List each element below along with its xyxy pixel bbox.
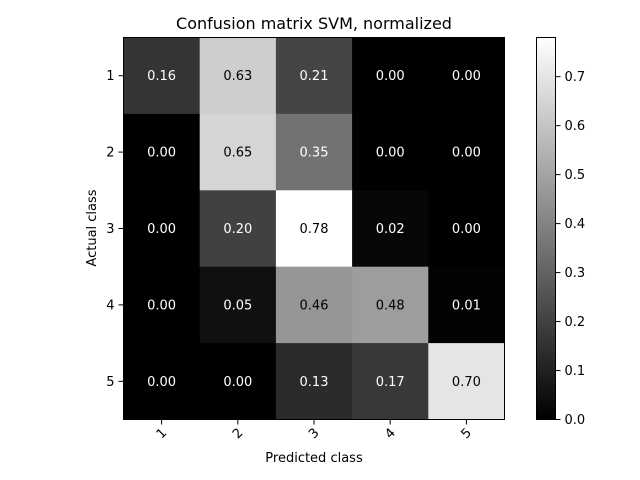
heatmap-cell [199, 190, 277, 268]
y-tick-label: 1 [106, 69, 114, 84]
cell-value-label: 0.00 [223, 375, 252, 390]
heatmap-cell [123, 190, 201, 268]
colorbar [536, 37, 556, 420]
cell-value-label: 0.70 [452, 375, 481, 390]
heatmap-cell [123, 37, 201, 115]
cell-value-label: 0.21 [300, 69, 329, 84]
heatmap-cell [275, 266, 353, 344]
cell-value-label: 0.00 [452, 146, 481, 161]
cell-value-label: 0.00 [376, 146, 405, 161]
colorbar-tick-label: 0.4 [565, 217, 586, 232]
cell-value-label: 0.35 [300, 146, 329, 161]
cell-value-label: 0.13 [300, 375, 329, 390]
heatmap-cell [275, 343, 353, 420]
cell-value-label: 0.02 [376, 222, 405, 237]
x-tick-label: 3 [306, 426, 322, 442]
colorbar-tick-label: 0.1 [565, 364, 586, 379]
cell-value-label: 0.65 [223, 146, 252, 161]
x-axis-label: Predicted class [265, 451, 363, 466]
x-tick-label: 2 [230, 426, 246, 442]
colorbar-tick-label: 0.2 [565, 315, 586, 330]
y-tick-label: 3 [106, 222, 114, 237]
cell-value-label: 0.00 [376, 69, 405, 84]
y-tick-label: 5 [106, 375, 114, 390]
x-axis-ticks: 1 2 3 4 5 [154, 419, 475, 442]
x-tick-label: 5 [459, 426, 475, 442]
cell-value-label: 0.00 [147, 222, 176, 237]
cell-value-label: 0.00 [147, 146, 176, 161]
y-axis-label: Actual class [85, 189, 100, 266]
heatmap-cell [428, 190, 505, 268]
heatmap-cell [428, 343, 505, 420]
colorbar-ticks: 0.0 0.1 0.2 0.3 0.4 0.5 0.6 0.7 [555, 70, 586, 428]
heatmap-cell [123, 343, 201, 420]
cell-value-label: 0.00 [147, 375, 176, 390]
cell-value-label: 0.00 [147, 298, 176, 313]
cell-value-label: 0.17 [376, 375, 405, 390]
colorbar-tick-label: 0.5 [565, 168, 586, 183]
cell-value-label: 0.46 [300, 298, 329, 313]
cell-value-label: 0.00 [452, 69, 481, 84]
heatmap-cell [199, 113, 277, 191]
heatmap-cell [123, 266, 201, 344]
cell-value-label: 0.05 [223, 298, 252, 313]
chart-title: Confusion matrix SVM, normalized [176, 14, 452, 33]
heatmap-cell [123, 113, 201, 191]
heatmap-cell [199, 37, 277, 115]
y-axis-ticks: 1 2 3 4 5 [106, 69, 124, 390]
cell-value-label: 0.00 [452, 222, 481, 237]
cell-value-label: 0.16 [147, 69, 176, 84]
y-tick-label: 4 [106, 298, 114, 313]
heatmap-cell [352, 113, 429, 191]
heatmap-cell [199, 266, 277, 344]
colorbar-tick-label: 0.6 [565, 119, 586, 134]
x-tick-label: 4 [382, 426, 398, 442]
heatmap-cell [275, 37, 353, 115]
colorbar-tick-label: 0.7 [565, 70, 586, 85]
heatmap-cell [352, 266, 429, 344]
cell-value-label: 0.78 [300, 222, 329, 237]
colorbar-tick-label: 0.3 [565, 266, 586, 281]
heatmap-cell [275, 113, 353, 191]
cell-value-label: 0.20 [223, 222, 252, 237]
cell-value-label: 0.63 [223, 69, 252, 84]
heatmap-cell [428, 37, 505, 115]
heatmap-cell [199, 343, 277, 420]
heatmap-cell [428, 266, 505, 344]
colorbar-tick-label: 0.0 [565, 413, 586, 428]
cell-value-label: 0.48 [376, 298, 405, 313]
heatmap-cells: 0.16 0.63 0.21 0.00 0.00 0.00 0.65 0.35 0.00 0.00… [123, 37, 505, 420]
cell-value-label: 0.01 [452, 298, 481, 313]
heatmap-cell [352, 343, 429, 420]
heatmap-cell [352, 37, 429, 115]
heatmap-cell [275, 190, 353, 268]
heatmap-cell [428, 113, 505, 191]
y-tick-label: 2 [106, 146, 114, 161]
x-tick-label: 1 [154, 426, 170, 442]
heatmap-cell [352, 190, 429, 268]
